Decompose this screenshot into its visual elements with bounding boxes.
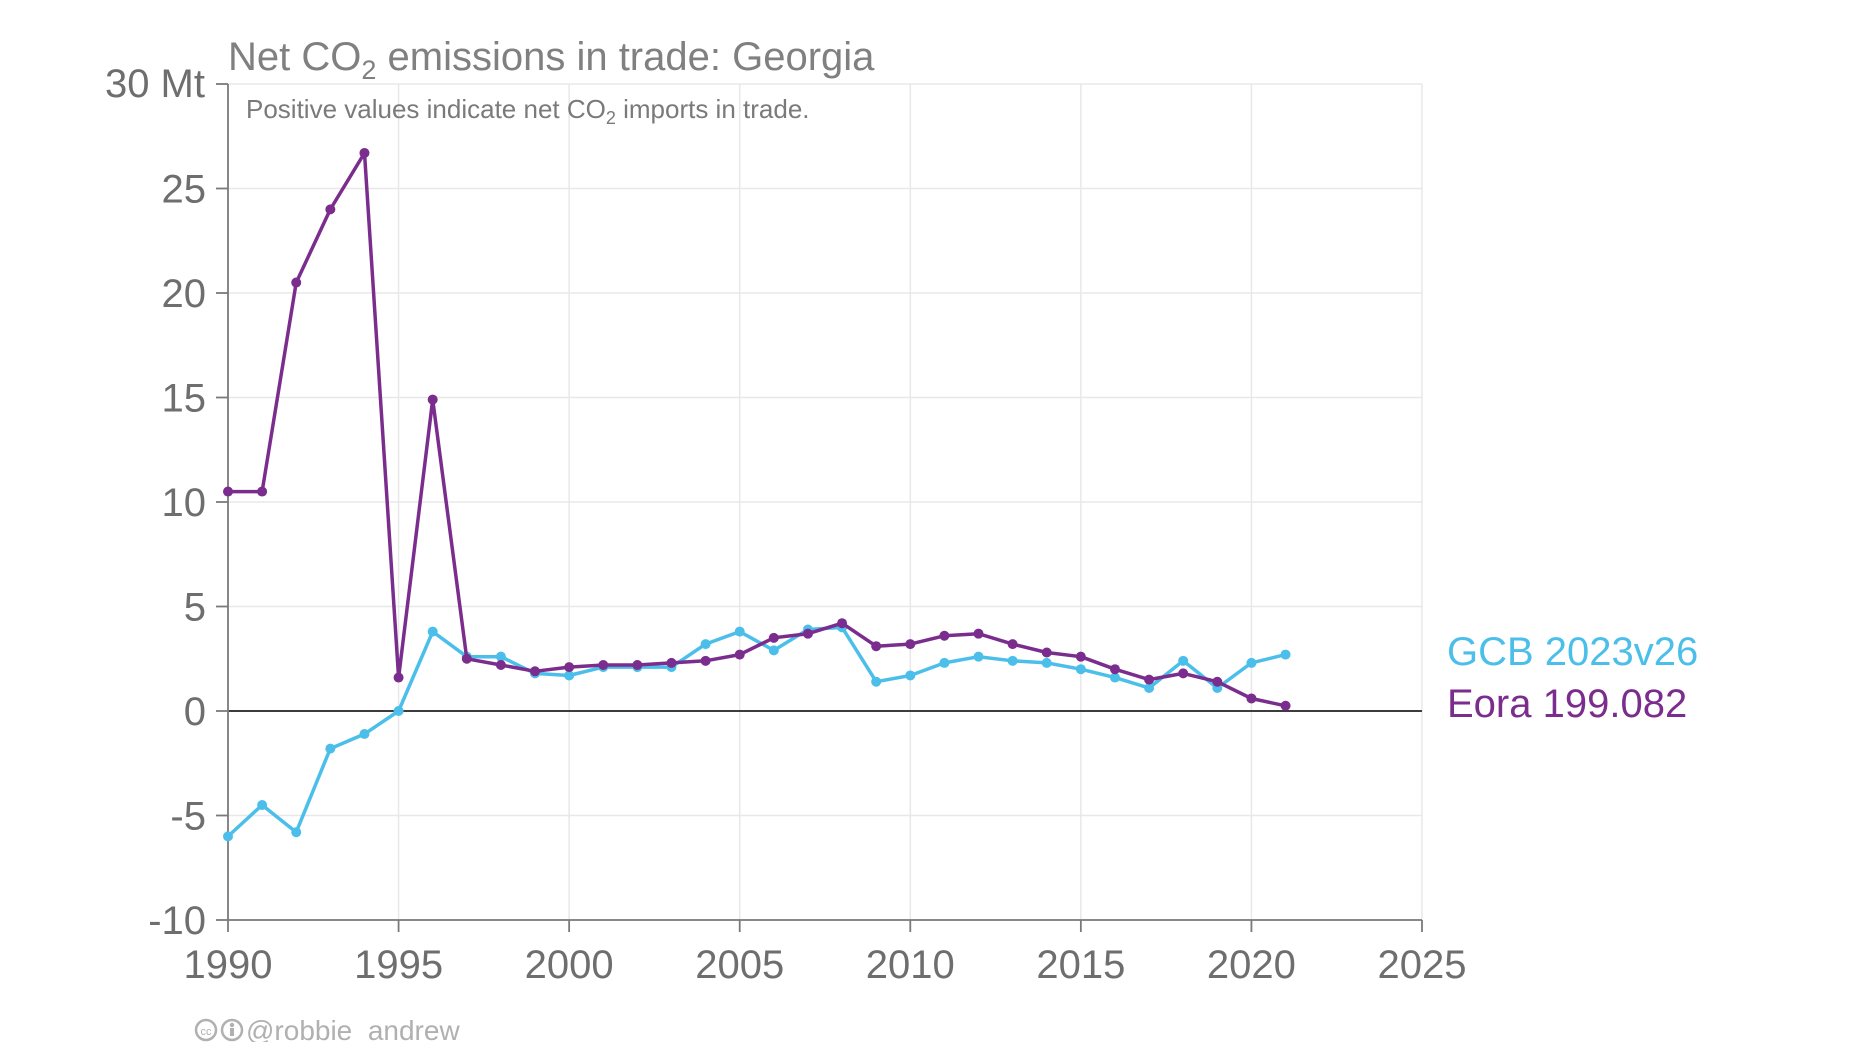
data-point <box>427 394 438 405</box>
data-point <box>973 651 984 662</box>
data-point <box>325 743 336 754</box>
series-layer <box>223 147 1291 842</box>
cc-by-icon: cc <box>194 1018 244 1042</box>
data-point <box>734 649 745 660</box>
data-point <box>257 800 268 811</box>
data-point <box>257 486 268 497</box>
chart-subtitle: Positive values indicate net CO2 imports… <box>246 94 810 128</box>
data-point <box>871 641 882 652</box>
data-point <box>905 670 916 681</box>
y-tick-label: 20 <box>162 272 207 316</box>
data-point <box>905 639 916 650</box>
data-point <box>1246 693 1257 704</box>
credit-handle: @robbie_andrew <box>246 1015 460 1042</box>
series-gcb <box>223 622 1291 842</box>
data-point <box>495 651 506 662</box>
data-point <box>291 827 302 838</box>
data-point <box>973 628 984 639</box>
data-point <box>1144 683 1155 694</box>
x-tick-label: 1990 <box>184 943 273 987</box>
data-point <box>359 728 370 739</box>
data-point <box>768 645 779 656</box>
data-point <box>1178 655 1189 666</box>
chart-title: Net CO2 emissions in trade: Georgia <box>228 35 875 85</box>
x-tick-label: 2010 <box>866 943 955 987</box>
gridlines <box>228 83 1423 921</box>
y-tick-label: 5 <box>184 586 206 630</box>
data-point <box>598 660 609 671</box>
data-point <box>700 655 711 666</box>
x-tick-label: 2020 <box>1207 943 1296 987</box>
y-tick-label: 15 <box>162 377 207 421</box>
data-point <box>1041 647 1052 658</box>
series-line <box>228 151 1286 708</box>
data-point <box>495 660 506 671</box>
y-tick-label: -5 <box>170 795 206 839</box>
data-point <box>1109 672 1120 683</box>
data-point <box>461 653 472 664</box>
y-tick-label: 10 <box>162 481 207 525</box>
data-point <box>291 277 302 288</box>
data-point <box>837 618 848 629</box>
data-point <box>939 630 950 641</box>
data-point <box>1075 651 1086 662</box>
data-point <box>802 628 813 639</box>
data-point <box>700 639 711 650</box>
y-tick-label: 25 <box>162 168 207 212</box>
data-point <box>564 662 575 673</box>
legend-gcb: GCB 2023v26 <box>1447 630 1698 674</box>
data-point <box>1109 664 1120 675</box>
data-point <box>564 670 575 681</box>
data-point <box>768 632 779 643</box>
svg-text:cc: cc <box>201 1026 213 1038</box>
data-point <box>1041 657 1052 668</box>
data-point <box>666 657 677 668</box>
data-point <box>325 204 336 215</box>
data-point <box>939 657 950 668</box>
data-point <box>871 676 882 687</box>
y-unit-label: 30 Mt <box>105 62 205 106</box>
data-point <box>734 626 745 637</box>
data-point <box>1075 664 1086 675</box>
data-point <box>223 486 233 497</box>
x-tick-label: 2005 <box>695 943 784 987</box>
y-tick-label: 0 <box>184 690 206 734</box>
data-point <box>530 666 541 677</box>
data-point <box>1280 700 1291 711</box>
data-point <box>1007 639 1018 650</box>
data-point <box>359 147 370 158</box>
x-tick-label: 2025 <box>1378 943 1467 987</box>
data-point <box>427 626 438 637</box>
data-point <box>632 660 643 671</box>
data-point <box>393 672 404 683</box>
data-point <box>1144 674 1155 685</box>
data-point <box>1212 676 1223 687</box>
data-point <box>223 831 233 842</box>
series-eora <box>223 147 1291 711</box>
data-point <box>1007 655 1018 666</box>
data-point <box>1178 668 1189 679</box>
x-tick-label: 1995 <box>354 943 443 987</box>
axes <box>216 83 1423 932</box>
y-tick-label: -10 <box>148 899 206 943</box>
series-line <box>226 625 1286 838</box>
credit: cc @robbie_andrew <box>194 1015 460 1042</box>
data-point <box>1246 657 1257 668</box>
x-tick-label: 2000 <box>525 943 614 987</box>
x-tick-label: 2015 <box>1036 943 1125 987</box>
data-point <box>1280 649 1291 660</box>
legend-eora: Eora 199.082 <box>1447 682 1687 726</box>
data-point <box>393 706 404 716</box>
